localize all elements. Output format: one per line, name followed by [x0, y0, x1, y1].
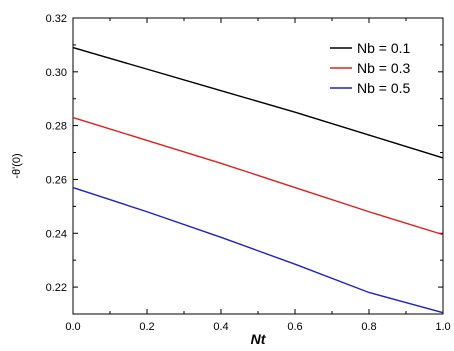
x-axis-label: Nt — [251, 331, 267, 347]
y-tick-label: 0.24 — [46, 228, 67, 240]
y-tick-label: 0.32 — [46, 13, 67, 25]
y-tick-label: 0.22 — [46, 282, 67, 294]
x-tick-label: 1.0 — [435, 321, 450, 333]
legend: Nb = 0.1 Nb = 0.3 Nb = 0.5 — [330, 40, 411, 96]
x-axis-ticks: 0.0 0.2 0.4 0.6 0.8 1.0 — [65, 18, 451, 333]
series-line-2 — [72, 116, 444, 236]
x-tick-label: 0.6 — [287, 321, 302, 333]
legend-label-3: Nb = 0.5 — [357, 80, 411, 96]
y-tick-label: 0.28 — [46, 121, 67, 133]
series-line-1 — [72, 46, 444, 159]
y-axis-label: -θ'(0) — [11, 153, 23, 178]
y-tick-label: 0.30 — [46, 67, 67, 79]
series-lines — [72, 46, 444, 314]
x-tick-label: 0.4 — [213, 321, 228, 333]
x-tick-label: 0.8 — [361, 321, 376, 333]
y-axis-ticks: 0.22 0.24 0.26 0.28 0.30 0.32 — [46, 13, 443, 294]
y-tick-label: 0.26 — [46, 174, 67, 186]
x-tick-label: 0.0 — [65, 321, 80, 333]
legend-label-1: Nb = 0.1 — [357, 40, 411, 56]
series-line-3 — [72, 186, 444, 314]
x-tick-label: 0.2 — [139, 321, 154, 333]
legend-label-2: Nb = 0.3 — [357, 60, 411, 76]
